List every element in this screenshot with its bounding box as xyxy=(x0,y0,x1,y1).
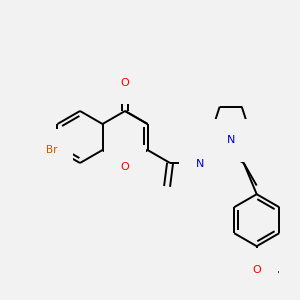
Text: O: O xyxy=(121,162,129,172)
Text: N: N xyxy=(226,136,235,146)
Text: Br: Br xyxy=(46,145,57,155)
Text: O: O xyxy=(252,265,261,275)
Text: N: N xyxy=(196,159,204,169)
Text: O: O xyxy=(121,78,129,88)
Text: H: H xyxy=(200,155,207,165)
